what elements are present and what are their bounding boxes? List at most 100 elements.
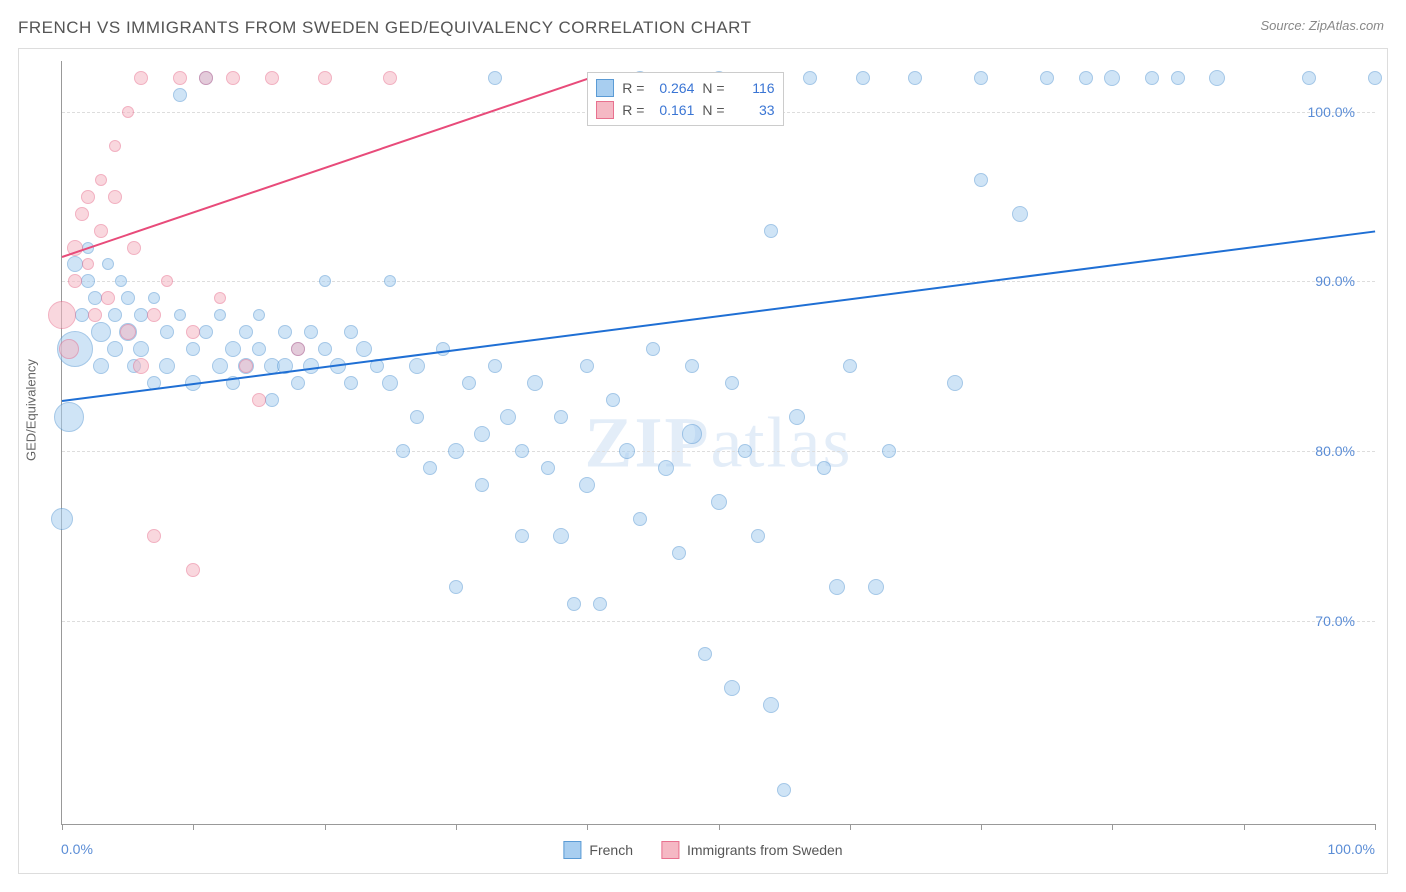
y-tick-label: 70.0% [1315,613,1355,629]
data-point [843,359,857,373]
data-point [291,342,305,356]
legend: French Immigrants from Sweden [563,841,842,859]
data-point [527,375,543,391]
data-point [265,393,279,407]
data-point [239,325,253,339]
data-point [148,292,160,304]
data-point [95,174,107,186]
data-point [214,292,226,304]
data-point [974,173,988,187]
y-axis-label: GED/Equivalency [24,359,39,461]
data-point [382,375,398,391]
data-point [409,358,425,374]
legend-swatch [661,841,679,859]
data-point [147,308,161,322]
data-point [121,291,135,305]
data-point [724,680,740,696]
data-point [54,402,84,432]
r-value: 0.161 [652,102,694,118]
data-point [515,444,529,458]
data-point [410,410,424,424]
data-point [59,339,79,359]
data-point [383,71,397,85]
legend-swatch [596,79,614,97]
data-point [252,393,266,407]
data-point [67,256,83,272]
data-point [75,207,89,221]
data-point [1012,206,1028,222]
data-point [974,71,988,85]
data-point [108,190,122,204]
data-point [122,106,134,118]
data-point [567,597,581,611]
legend-stats: R =0.264N =116R =0.161N =33 [587,72,783,126]
data-point [75,308,89,322]
legend-item: Immigrants from Sweden [661,841,843,859]
data-point [356,341,372,357]
y-tick-label: 90.0% [1315,273,1355,289]
data-point [159,358,175,374]
data-point [108,308,122,322]
x-tick-mark [325,824,326,830]
trend-line [62,78,588,258]
y-tick-label: 100.0% [1308,104,1355,120]
data-point [186,342,200,356]
data-point [803,71,817,85]
data-point [475,478,489,492]
data-point [789,409,805,425]
data-point [1171,71,1185,85]
data-point [120,324,136,340]
data-point [91,322,111,342]
data-point [554,410,568,424]
legend-label: French [589,842,633,858]
data-point [1040,71,1054,85]
legend-label: Immigrants from Sweden [687,842,843,858]
data-point [252,342,266,356]
data-point [1079,71,1093,85]
data-point [173,71,187,85]
data-point [226,71,240,85]
data-point [173,88,187,102]
data-point [81,190,95,204]
y-tick-label: 80.0% [1315,443,1355,459]
n-value: 116 [733,80,775,96]
data-point [199,71,213,85]
data-point [606,393,620,407]
data-point [253,309,265,321]
data-point [947,375,963,391]
data-point [51,508,73,530]
data-point [304,325,318,339]
data-point [711,494,727,510]
x-tick-mark [456,824,457,830]
data-point [147,529,161,543]
data-point [93,358,109,374]
data-point [134,71,148,85]
data-point [115,275,127,287]
data-point [698,647,712,661]
data-point [88,308,102,322]
legend-stats-row: R =0.161N =33 [596,99,774,121]
data-point [738,444,752,458]
data-point [107,341,123,357]
data-point [186,563,200,577]
data-point [101,291,115,305]
data-point [553,528,569,544]
data-point [682,424,702,444]
data-point [474,426,490,442]
data-point [160,325,174,339]
r-label: R = [622,80,644,96]
data-point [541,461,555,475]
gridline [62,281,1375,282]
data-point [462,376,476,390]
data-point [580,359,594,373]
n-label: N = [702,102,724,118]
x-tick-mark [1112,824,1113,830]
chart-title: FRENCH VS IMMIGRANTS FROM SWEDEN GED/EQU… [18,18,752,38]
x-tick-mark [981,824,982,830]
x-tick-mark [587,824,588,830]
data-point [109,140,121,152]
data-point [278,325,292,339]
x-tick-label: 0.0% [61,841,93,857]
data-point [225,341,241,357]
data-point [672,546,686,560]
